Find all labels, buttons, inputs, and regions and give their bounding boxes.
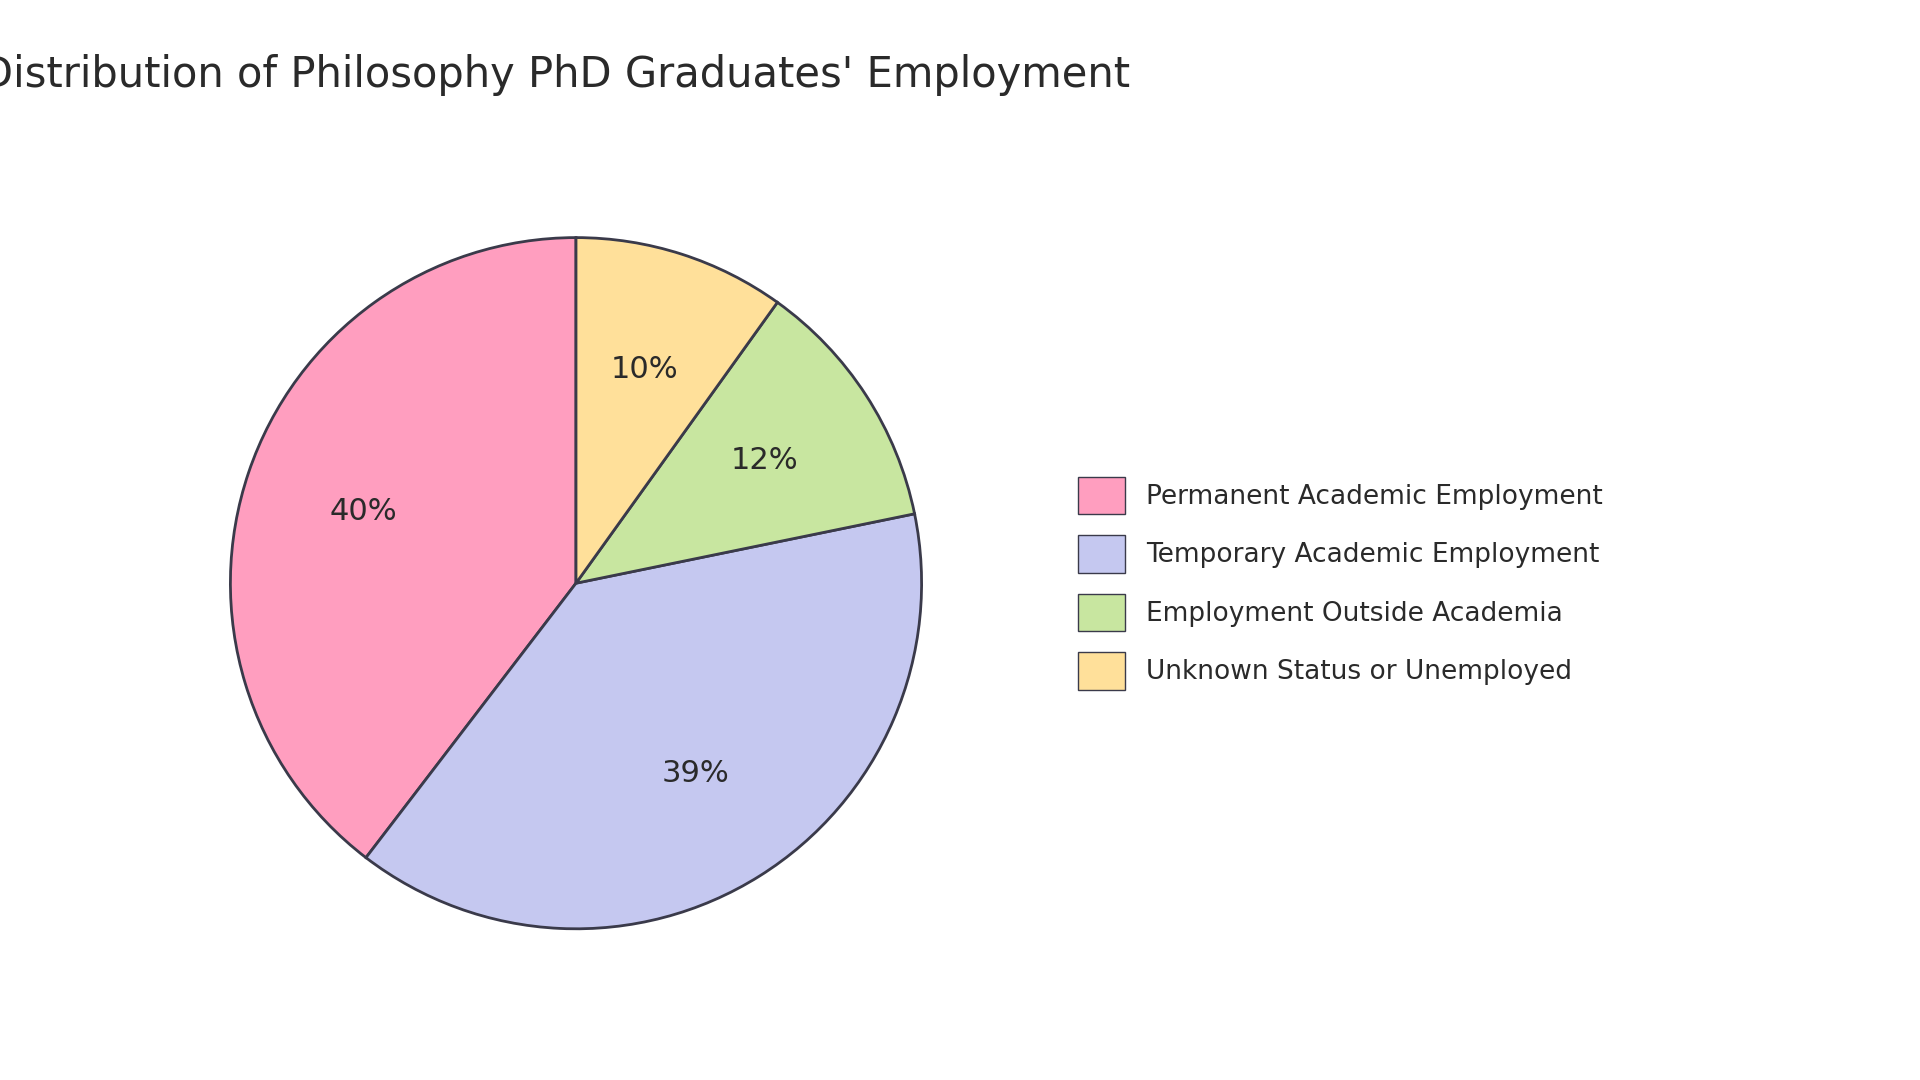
- Text: 10%: 10%: [611, 355, 678, 383]
- Wedge shape: [230, 238, 576, 858]
- Wedge shape: [576, 238, 778, 583]
- Text: 39%: 39%: [660, 759, 730, 788]
- Text: Distribution of Philosophy PhD Graduates' Employment: Distribution of Philosophy PhD Graduates…: [0, 54, 1131, 96]
- Text: 12%: 12%: [732, 446, 799, 475]
- Wedge shape: [367, 514, 922, 929]
- Legend: Permanent Academic Employment, Temporary Academic Employment, Employment Outside: Permanent Academic Employment, Temporary…: [1064, 463, 1617, 703]
- Text: 40%: 40%: [330, 497, 397, 526]
- Wedge shape: [576, 302, 914, 583]
